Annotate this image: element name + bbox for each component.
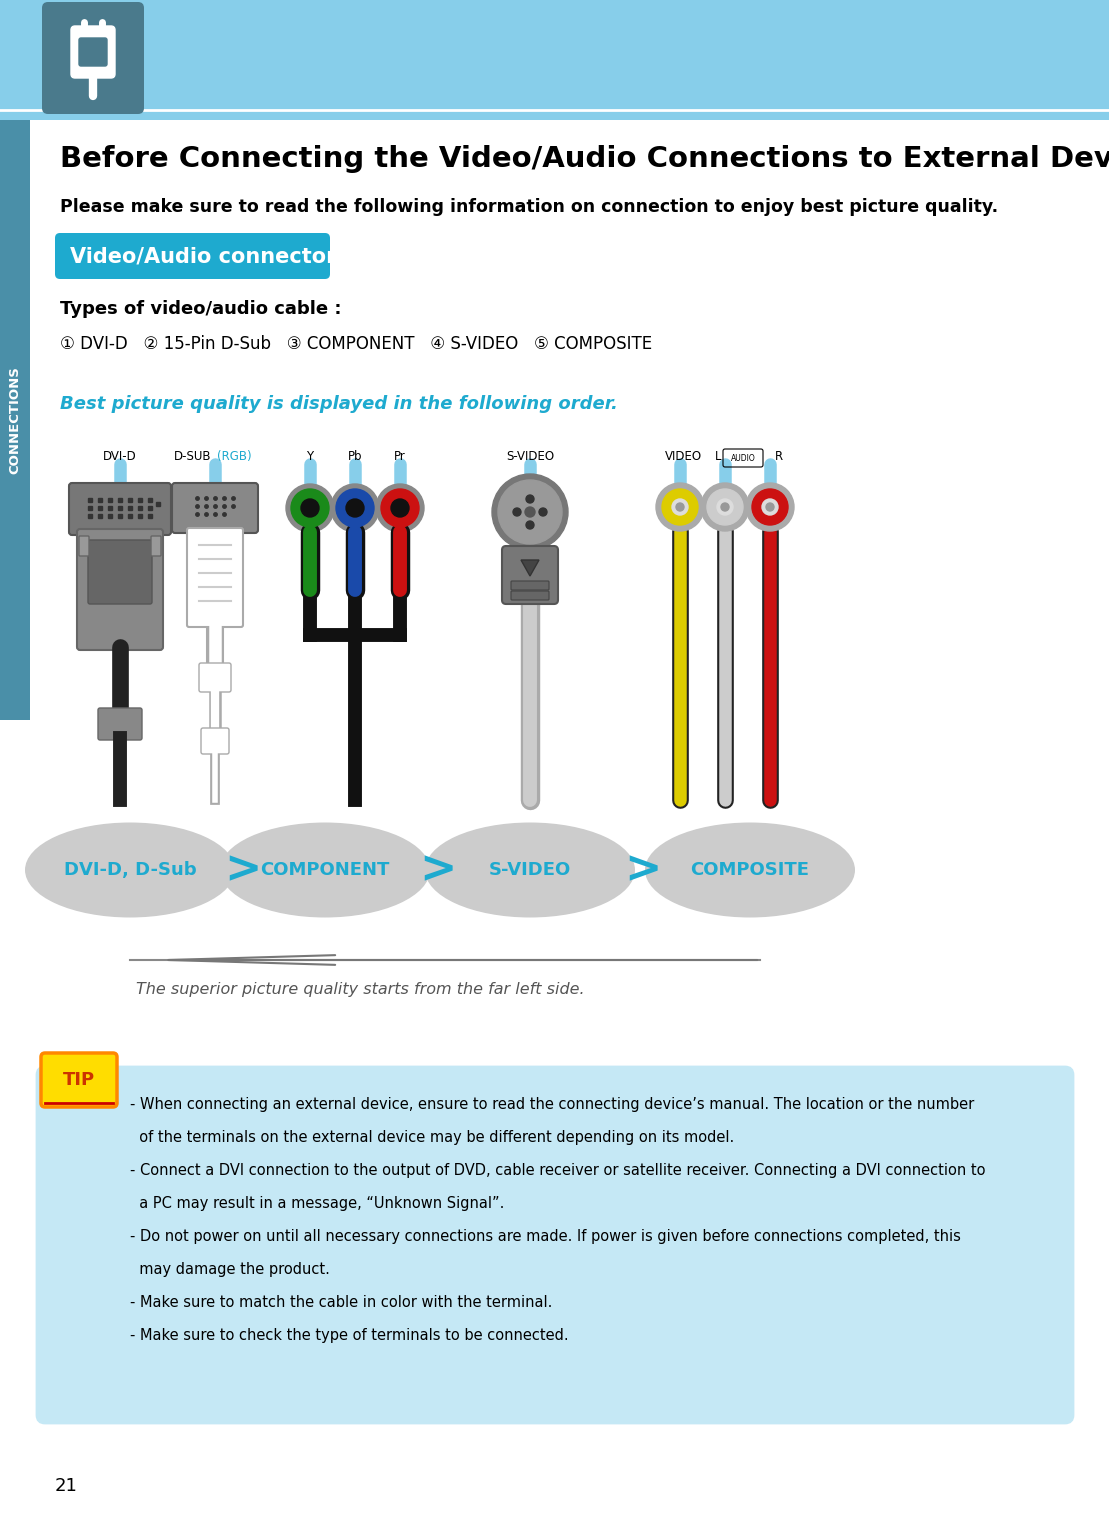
Text: 21: 21: [55, 1477, 78, 1496]
Circle shape: [346, 500, 364, 516]
Circle shape: [766, 503, 774, 512]
Circle shape: [718, 500, 733, 515]
Text: L: L: [715, 449, 722, 463]
FancyBboxPatch shape: [0, 0, 1109, 120]
FancyBboxPatch shape: [69, 483, 171, 535]
Text: DVI-D: DVI-D: [103, 449, 136, 463]
Text: a PC may result in a message, “Unknown Signal”.: a PC may result in a message, “Unknown S…: [130, 1196, 505, 1211]
Text: >: >: [224, 848, 262, 891]
Circle shape: [539, 509, 547, 516]
Circle shape: [746, 483, 794, 532]
Text: Best picture quality is displayed in the following order.: Best picture quality is displayed in the…: [60, 394, 618, 413]
FancyBboxPatch shape: [55, 233, 330, 279]
Text: The superior picture quality starts from the far left side.: The superior picture quality starts from…: [135, 982, 584, 998]
Text: Please make sure to read the following information on connection to enjoy best p: Please make sure to read the following i…: [60, 198, 998, 216]
Text: S-VIDEO: S-VIDEO: [489, 860, 571, 879]
Text: - Make sure to check the type of terminals to be connected.: - Make sure to check the type of termina…: [130, 1328, 569, 1343]
Circle shape: [291, 489, 329, 527]
Circle shape: [301, 500, 319, 516]
Circle shape: [676, 503, 684, 512]
Circle shape: [492, 474, 568, 550]
Circle shape: [336, 489, 374, 527]
Ellipse shape: [425, 822, 635, 917]
FancyBboxPatch shape: [37, 1068, 1074, 1422]
Circle shape: [286, 484, 334, 532]
FancyBboxPatch shape: [187, 528, 243, 627]
Text: TIP: TIP: [63, 1071, 95, 1089]
FancyBboxPatch shape: [79, 38, 106, 65]
Polygon shape: [521, 560, 539, 576]
Text: Pb: Pb: [348, 449, 363, 463]
FancyBboxPatch shape: [511, 591, 549, 600]
Text: >: >: [419, 848, 457, 891]
Text: D-SUB: D-SUB: [173, 449, 211, 463]
Circle shape: [376, 484, 424, 532]
Text: CONNECTIONS: CONNECTIONS: [9, 366, 21, 474]
FancyBboxPatch shape: [88, 541, 152, 605]
Ellipse shape: [645, 822, 855, 917]
FancyBboxPatch shape: [98, 708, 142, 740]
Circle shape: [721, 503, 729, 512]
Text: - Do not power on until all necessary connections are made. If power is given be: - Do not power on until all necessary co…: [130, 1229, 960, 1244]
Text: (RGB): (RGB): [217, 449, 252, 463]
Text: COMPONENT: COMPONENT: [261, 860, 389, 879]
Text: >: >: [624, 848, 662, 891]
Circle shape: [752, 489, 788, 525]
Ellipse shape: [220, 822, 430, 917]
FancyBboxPatch shape: [77, 528, 163, 650]
Text: - Make sure to match the cable in color with the terminal.: - Make sure to match the cable in color …: [130, 1295, 552, 1310]
Text: - When connecting an external device, ensure to read the connecting device’s man: - When connecting an external device, en…: [130, 1097, 974, 1112]
FancyBboxPatch shape: [511, 580, 549, 589]
FancyBboxPatch shape: [79, 536, 89, 556]
Text: Before Connecting the Video/Audio Connections to External Devices...: Before Connecting the Video/Audio Connec…: [60, 145, 1109, 174]
Circle shape: [526, 521, 535, 528]
Text: ① DVI-D   ② 15-Pin D-Sub   ③ COMPONENT   ④ S-VIDEO   ⑤ COMPOSITE: ① DVI-D ② 15-Pin D-Sub ③ COMPONENT ④ S-V…: [60, 335, 652, 353]
FancyBboxPatch shape: [151, 536, 161, 556]
Text: AUDIO: AUDIO: [731, 454, 755, 463]
Text: COMPOSITE: COMPOSITE: [691, 860, 810, 879]
Circle shape: [701, 483, 749, 532]
FancyBboxPatch shape: [41, 1052, 118, 1107]
Circle shape: [381, 489, 419, 527]
Circle shape: [708, 489, 743, 525]
FancyBboxPatch shape: [172, 483, 258, 533]
Circle shape: [330, 484, 379, 532]
Text: DVI-D, D-Sub: DVI-D, D-Sub: [63, 860, 196, 879]
FancyBboxPatch shape: [0, 120, 30, 720]
Text: Pr: Pr: [394, 449, 406, 463]
Text: R: R: [775, 449, 783, 463]
Text: - Connect a DVI connection to the output of DVD, cable receiver or satellite rec: - Connect a DVI connection to the output…: [130, 1164, 986, 1177]
Circle shape: [662, 489, 698, 525]
FancyBboxPatch shape: [201, 728, 228, 754]
Circle shape: [672, 500, 688, 515]
FancyBboxPatch shape: [42, 2, 144, 114]
Circle shape: [391, 500, 409, 516]
Ellipse shape: [26, 822, 235, 917]
Text: Y: Y: [306, 449, 314, 463]
Text: VIDEO: VIDEO: [665, 449, 702, 463]
FancyBboxPatch shape: [71, 26, 115, 78]
Text: Video/Audio connectors: Video/Audio connectors: [70, 247, 349, 267]
Circle shape: [525, 507, 535, 516]
Circle shape: [526, 495, 535, 503]
Text: S-VIDEO: S-VIDEO: [506, 449, 554, 463]
Circle shape: [513, 509, 521, 516]
Text: of the terminals on the external device may be different depending on its model.: of the terminals on the external device …: [130, 1130, 734, 1145]
Text: Types of video/audio cable :: Types of video/audio cable :: [60, 300, 342, 318]
Circle shape: [657, 483, 704, 532]
FancyBboxPatch shape: [502, 547, 558, 605]
FancyBboxPatch shape: [199, 663, 231, 691]
Circle shape: [762, 500, 779, 515]
Circle shape: [498, 480, 562, 544]
Text: may damage the product.: may damage the product.: [130, 1263, 329, 1276]
